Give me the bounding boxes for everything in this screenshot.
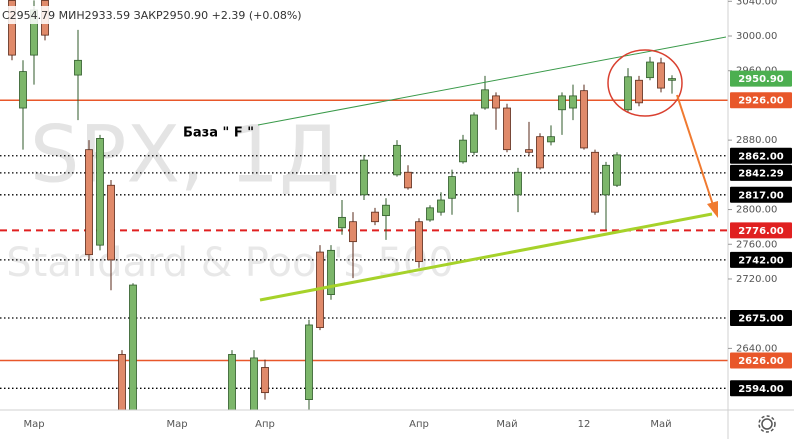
candle-body bbox=[228, 354, 236, 410]
candle-body bbox=[261, 367, 269, 394]
settings-icon[interactable] bbox=[758, 415, 776, 433]
level-label: 2742.00 bbox=[738, 255, 784, 266]
level-label: 2862.00 bbox=[738, 151, 784, 162]
level-label: 2817.00 bbox=[738, 190, 784, 201]
candle-body bbox=[470, 114, 478, 153]
candle-body bbox=[404, 171, 412, 189]
candle-body bbox=[624, 76, 632, 111]
candle-body bbox=[118, 354, 126, 410]
candle-body bbox=[437, 199, 445, 213]
candle-body bbox=[360, 159, 368, 196]
y-tick-label: 2720.00 bbox=[736, 274, 777, 285]
support-line bbox=[259, 212, 713, 302]
x-tick-label: Мар bbox=[23, 419, 44, 430]
candle-body bbox=[613, 154, 621, 186]
highlight-circle bbox=[607, 49, 683, 117]
y-tick-label: 2640.00 bbox=[736, 343, 777, 354]
candle-body bbox=[8, 0, 16, 56]
level-label: 2842.29 bbox=[738, 168, 784, 179]
candle-body bbox=[536, 136, 544, 169]
level-label: 2776.00 bbox=[738, 226, 784, 237]
annotation: База " F " bbox=[183, 126, 254, 141]
candle-body bbox=[525, 149, 533, 153]
level-badge bbox=[730, 222, 792, 239]
level-badge bbox=[730, 380, 792, 397]
candle-body bbox=[338, 216, 346, 229]
arrow bbox=[676, 94, 714, 206]
level-badge bbox=[730, 92, 792, 109]
candle-body bbox=[558, 95, 566, 111]
candle-body bbox=[107, 184, 115, 261]
candle-body bbox=[349, 221, 357, 243]
level-label: 2594.00 bbox=[738, 384, 784, 395]
candle-body bbox=[305, 324, 313, 400]
level-badge bbox=[730, 310, 792, 327]
candle-body bbox=[19, 71, 27, 109]
candle-body bbox=[481, 89, 489, 109]
level-badges: 2950.90 2926.00 2862.00 2842.29 2817.00 2776.… bbox=[730, 70, 792, 397]
trend-line bbox=[257, 36, 727, 126]
candle-body bbox=[492, 95, 500, 109]
level-badge bbox=[730, 251, 792, 268]
watermark-subtitle: Standard & Poor's 500 bbox=[6, 240, 454, 286]
x-tick-label: Апр bbox=[255, 419, 275, 430]
header: С2954.79 МИН2933.59 ЗАКР2950.90 +2.39 (+… bbox=[2, 9, 302, 22]
level-badge bbox=[730, 186, 792, 203]
level-label: 2626.00 bbox=[738, 356, 784, 367]
x-tick-label: Май bbox=[650, 419, 671, 430]
candle-body bbox=[448, 176, 456, 199]
level-badge bbox=[730, 70, 792, 87]
candle-body bbox=[327, 249, 335, 295]
candle-body bbox=[514, 171, 522, 196]
x-tick-label: Апр bbox=[409, 419, 429, 430]
y-tick-label: 2760.00 bbox=[736, 239, 777, 250]
level-badge bbox=[730, 164, 792, 181]
candle-body bbox=[602, 164, 610, 196]
level-label: 2926.00 bbox=[738, 96, 784, 107]
candle-body bbox=[393, 144, 401, 176]
candle-body bbox=[85, 149, 93, 256]
candle-body bbox=[503, 107, 511, 151]
level-badge bbox=[730, 147, 792, 164]
candle-body bbox=[547, 136, 555, 143]
candle-body bbox=[129, 284, 137, 410]
candle-body bbox=[569, 95, 577, 109]
candle-body bbox=[580, 90, 588, 149]
level-badge bbox=[730, 352, 792, 369]
candle-body bbox=[250, 357, 258, 410]
y-tick-label: 3040.00 bbox=[736, 0, 777, 7]
y-tick-label: 3000.00 bbox=[736, 31, 777, 42]
candle-body bbox=[415, 221, 423, 263]
header-bg bbox=[0, 6, 306, 24]
candle-body bbox=[635, 79, 643, 104]
candle-body bbox=[591, 151, 599, 213]
candle-body bbox=[668, 78, 676, 81]
candle-body bbox=[657, 62, 665, 89]
x-tick-label: Май bbox=[496, 419, 517, 430]
candle-body bbox=[459, 139, 467, 163]
candle-body bbox=[382, 204, 390, 217]
candle-body bbox=[426, 207, 434, 221]
x-tick-label: 12 bbox=[578, 419, 591, 430]
candle-body bbox=[96, 138, 104, 246]
candle-body bbox=[646, 61, 654, 79]
x-tick-label: Мар bbox=[166, 419, 187, 430]
candle-body bbox=[371, 211, 379, 223]
y-tick-label: 2880.00 bbox=[736, 135, 777, 146]
candle-body bbox=[74, 59, 82, 76]
level-label: 2675.00 bbox=[738, 314, 784, 325]
y-tick-label: 2800.00 bbox=[736, 205, 777, 216]
arrow-head bbox=[707, 201, 718, 218]
x-axis: Мар Мар Апр Апр Май 12 Май bbox=[23, 419, 671, 430]
level-label: 2950.90 bbox=[738, 74, 784, 85]
